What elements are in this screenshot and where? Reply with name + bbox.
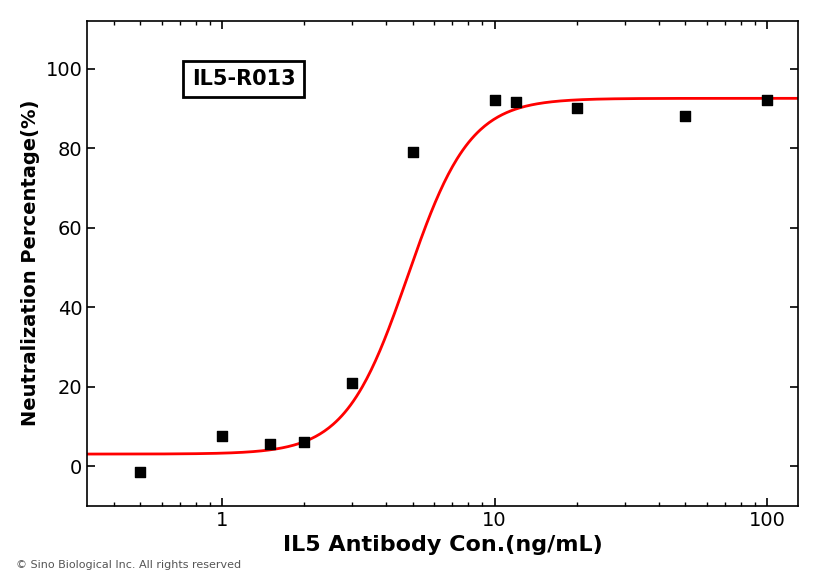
Text: © Sino Biological Inc. All rights reserved: © Sino Biological Inc. All rights reserv… bbox=[16, 560, 242, 570]
Point bbox=[297, 438, 310, 447]
Point bbox=[406, 147, 419, 157]
Point bbox=[215, 431, 229, 441]
X-axis label: IL5 Antibody Con.(ng/mL): IL5 Antibody Con.(ng/mL) bbox=[283, 535, 603, 555]
Point bbox=[264, 439, 277, 449]
Point bbox=[509, 98, 523, 107]
Point bbox=[488, 96, 501, 105]
Y-axis label: Neutralization Percentage(%): Neutralization Percentage(%) bbox=[20, 100, 40, 426]
Point bbox=[133, 467, 147, 476]
Point bbox=[761, 96, 774, 105]
Text: IL5-R013: IL5-R013 bbox=[192, 69, 296, 89]
Point bbox=[570, 104, 583, 113]
Point bbox=[346, 378, 359, 387]
Point bbox=[678, 112, 691, 121]
